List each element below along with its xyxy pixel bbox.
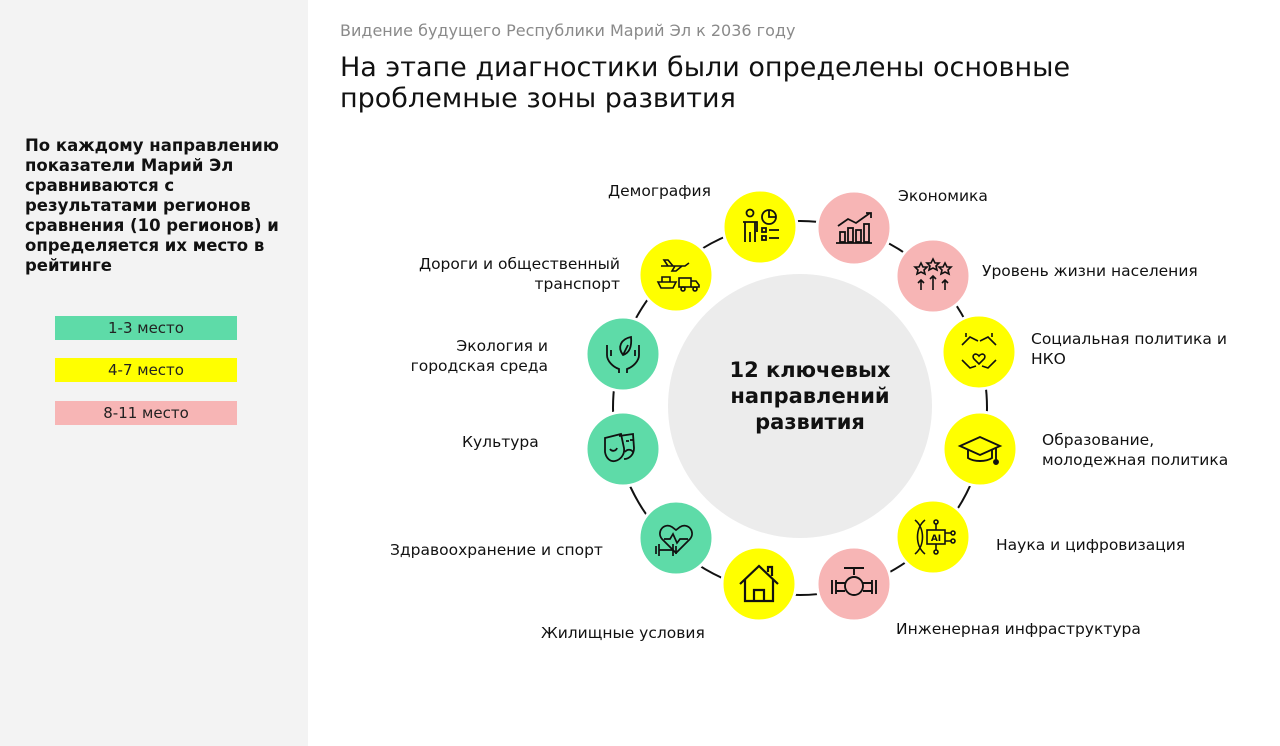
node-science: AI <box>894 498 972 576</box>
node-social-policy <box>940 313 1018 391</box>
hands-leaf-icon <box>606 335 640 373</box>
pipe-valve-icon <box>831 567 877 596</box>
node-housing <box>720 545 798 623</box>
node-engineering <box>815 545 893 623</box>
node-healthcare <box>637 499 715 577</box>
node-demography <box>721 188 799 266</box>
label-living-standard: Уровень жизни населения <box>982 262 1198 280</box>
legend-item-middle: 4-7 место <box>55 358 237 382</box>
page-title: На этапе диагностики были определены осн… <box>340 52 1071 114</box>
label-science: Наука и цифровизация <box>996 536 1186 554</box>
label-engineering: Инженерная инфраструктура <box>896 620 1141 638</box>
svg-text:AI: AI <box>931 534 941 544</box>
node-education <box>941 410 1019 488</box>
ai-dna-icon: AI <box>914 519 956 555</box>
legend-item-top: 1-3 место <box>55 316 237 340</box>
node-transport <box>637 236 715 314</box>
label-transport: Дороги и общественный транспорт <box>418 255 620 293</box>
living-standard-icon <box>913 257 953 290</box>
center-label: 12 ключевых направлений развития <box>729 358 891 434</box>
center-disc <box>668 274 932 538</box>
node-economy <box>815 189 893 267</box>
legend-item-bottom: 8-11 место <box>55 401 237 425</box>
handshake-icon <box>961 333 997 369</box>
demography-icon <box>743 208 779 242</box>
label-social-policy: Социальная политика и НКО <box>1031 330 1227 368</box>
label-housing: Жилищные условия <box>541 624 705 642</box>
label-ecology: Экология и городская среда <box>410 337 548 375</box>
label-demography: Демография <box>608 182 711 200</box>
sidebar-description: По каждому направлению показатели Марий … <box>25 136 279 275</box>
label-healthcare: Здравоохранение и спорт <box>390 541 603 559</box>
node-living-standard <box>894 237 972 315</box>
ring-line <box>612 220 988 596</box>
label-education: Образование, молодежная политика <box>1042 431 1229 469</box>
sidebar: По каждому направлению показатели Марий … <box>0 0 308 746</box>
heart-dumbbell-icon <box>655 524 693 556</box>
node-ecology <box>584 315 662 393</box>
economy-chart-icon <box>836 212 872 244</box>
house-icon <box>739 564 779 603</box>
theater-masks-icon <box>604 432 635 463</box>
label-economy: Экономика <box>898 187 988 205</box>
page-subtitle: Видение будущего Республики Марий Эл к 2… <box>340 21 796 40</box>
label-culture: Культура <box>462 433 539 451</box>
graduation-cap-icon <box>957 435 1003 465</box>
transport-icon <box>656 259 700 292</box>
node-culture <box>584 410 662 488</box>
